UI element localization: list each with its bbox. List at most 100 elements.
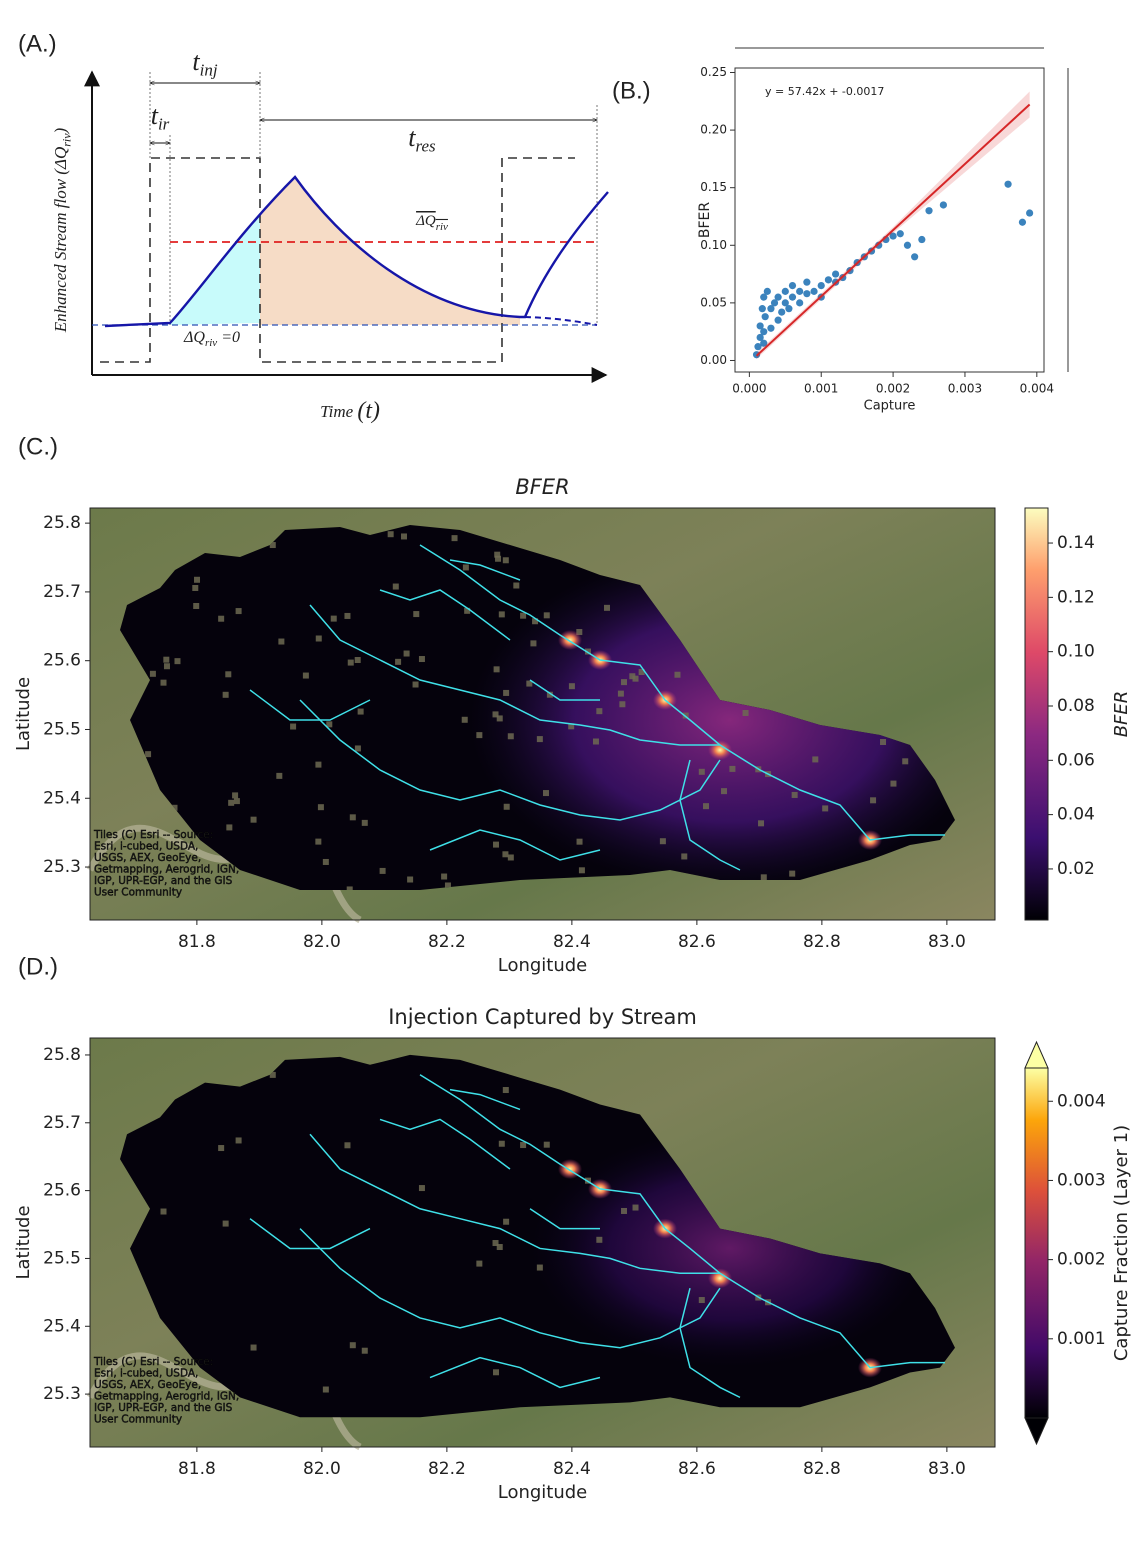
well-cell	[703, 803, 710, 810]
well-cell	[315, 635, 322, 642]
y-tick-label: 25.4	[43, 788, 81, 808]
panel-label: (B.)	[612, 77, 651, 104]
well-cell	[218, 615, 225, 622]
well-cell	[503, 1218, 510, 1225]
y-axis-label-tail: )	[51, 127, 70, 134]
y-tick-label: 25.3	[43, 1384, 81, 1404]
stream	[309, 1133, 720, 1275]
stream	[299, 1228, 721, 1349]
well-cell	[276, 772, 283, 779]
well-cell	[698, 1297, 705, 1304]
x-tick-label: 81.8	[178, 932, 216, 952]
well-cell	[760, 874, 767, 881]
point	[939, 201, 947, 209]
well-cell	[418, 1185, 425, 1192]
y-tick-label: 25.4	[43, 1316, 81, 1336]
well-cell	[576, 838, 583, 845]
well-cell	[568, 683, 575, 690]
y-axis-label-main: Enhanced Stream flow (ΔQ	[51, 147, 70, 333]
x-tick-label: 82.4	[553, 1459, 591, 1479]
well-cell	[476, 732, 483, 739]
well-cell	[192, 584, 199, 591]
flow-recession	[524, 316, 598, 326]
well-cell	[250, 1344, 257, 1351]
attribution: Esri, i-cubed, USDA,	[94, 841, 198, 853]
well-cell	[160, 1208, 167, 1215]
stream	[309, 604, 720, 746]
stream	[299, 699, 721, 821]
point	[756, 322, 764, 330]
point	[767, 305, 775, 313]
well-cell	[729, 765, 736, 772]
x-axis-label: Capture	[864, 399, 916, 414]
map-frame	[89, 507, 996, 921]
point	[896, 230, 904, 238]
point	[803, 278, 811, 286]
y-tick-label: 0.25	[700, 65, 727, 79]
well-cell	[682, 712, 689, 719]
well-cell	[596, 708, 603, 715]
well-cell	[902, 758, 909, 765]
point	[754, 343, 762, 351]
label-t-res-main: t	[408, 123, 416, 152]
chart-title: Injection Captured by Stream	[388, 1005, 697, 1029]
attribution: Tiles (C) Esri -- Source:	[93, 829, 213, 841]
well-cell	[493, 1369, 500, 1376]
well-cell	[403, 650, 410, 657]
point	[788, 293, 797, 301]
label-zero-tail: =0	[217, 329, 240, 346]
well-cell	[584, 648, 591, 655]
stream	[249, 689, 371, 721]
point	[911, 253, 919, 261]
well-cell	[361, 1347, 368, 1354]
point	[781, 287, 789, 295]
well-cell	[444, 882, 451, 889]
attribution: User Community	[94, 887, 182, 899]
y-tick-label: 25.3	[43, 857, 81, 877]
colorbar-tick-label: 0.08	[1057, 696, 1095, 716]
label-mean-main: ΔQ	[415, 213, 436, 229]
well-cell	[317, 804, 324, 811]
y-tick-label: 25.6	[43, 1181, 81, 1201]
well-cell	[496, 1244, 503, 1251]
well-cell	[530, 640, 537, 647]
point	[903, 241, 912, 249]
residence-area	[260, 177, 520, 325]
stream	[379, 1118, 511, 1170]
point	[760, 293, 768, 301]
point	[1018, 218, 1027, 226]
colorbar-tick-label: 0.002	[1057, 1250, 1106, 1270]
well-cell	[461, 716, 468, 723]
attribution: USGS, AEX, GeoEye,	[94, 852, 201, 864]
label-t-ir-sub: ir	[158, 115, 170, 134]
stream	[419, 544, 945, 841]
point	[803, 290, 811, 298]
y-axis-label: Latitude	[13, 1205, 34, 1279]
colorbar-tick-label: 0.003	[1057, 1170, 1106, 1190]
well-cell	[789, 870, 796, 877]
well-cell	[493, 841, 500, 848]
well-cell	[568, 723, 575, 730]
point	[761, 313, 769, 321]
stream	[679, 759, 741, 871]
label-zero: ΔQriv =0	[183, 329, 240, 349]
well-cell	[532, 618, 539, 625]
well-cell	[880, 738, 887, 745]
well-cell	[476, 1260, 483, 1267]
panel-label: (C.)	[18, 433, 58, 460]
y-axis-label: Latitude	[13, 677, 34, 751]
well-cell	[344, 1142, 351, 1149]
well-cell	[322, 858, 329, 865]
well-cell	[302, 672, 309, 679]
label-t-ir-main: t	[151, 101, 159, 130]
x-axis-label: Longitude	[498, 1482, 588, 1503]
x-tick-label: 82.8	[803, 1459, 841, 1479]
panel-label: (D.)	[18, 953, 58, 980]
x-tick-label: 83.0	[928, 1459, 966, 1479]
label-mean-sub: riv	[436, 220, 448, 232]
well-cell	[578, 867, 585, 874]
colorbar-tick-label: 0.04	[1057, 805, 1095, 825]
x-tick-label: 82.2	[428, 1459, 466, 1479]
point	[778, 308, 786, 316]
attribution: Esri, i-cubed, USDA,	[94, 1368, 198, 1380]
